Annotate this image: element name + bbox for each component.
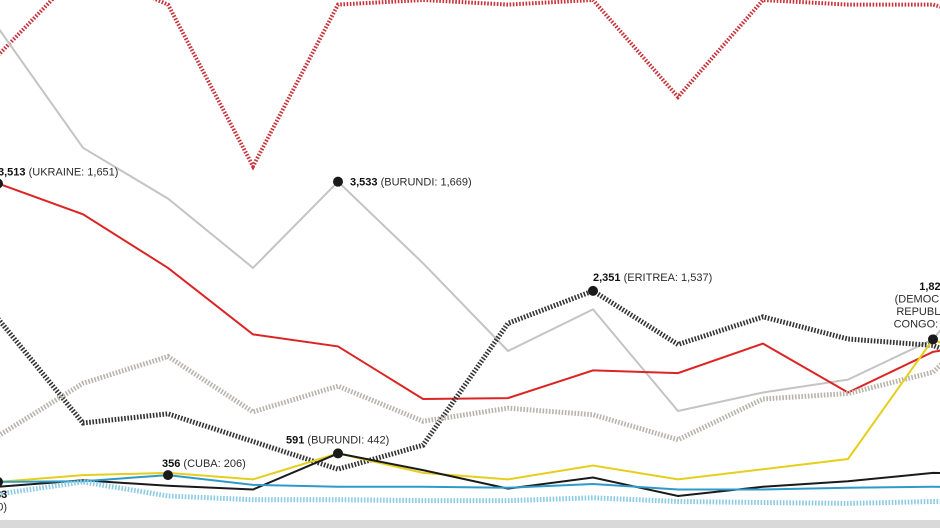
data-point-marker <box>928 334 938 345</box>
series-line-yellow-solid <box>0 338 940 483</box>
baseline-bar <box>0 520 940 528</box>
series-line-red-dash <box>0 0 940 171</box>
label-layer: 3,513 (UKRAINE: 1,651) 3,533 (BURUNDI: 1,… <box>0 167 940 514</box>
data-label: 283(LIBERIA: 280) <box>0 489 7 514</box>
data-label: 591 (BURUNDI: 442) <box>286 434 389 446</box>
series-line-red-solid <box>0 183 940 401</box>
series-line-black-dash <box>0 288 940 472</box>
data-point-marker <box>163 470 173 481</box>
series-line-blue-dash <box>0 479 940 506</box>
data-point-marker <box>0 477 3 487</box>
data-label: 1,826(DEMOCRATICREPUBLIC OFCONGO: 1,583) <box>894 281 940 331</box>
marker-layer <box>0 176 938 487</box>
data-label: 3,533 (BURUNDI: 1,669) <box>350 177 472 189</box>
series-layer <box>0 0 940 506</box>
data-label: 3,513 (UKRAINE: 1,651) <box>0 167 118 179</box>
data-point-marker <box>333 176 343 187</box>
data-label: 2,351 (ERITREA: 1,537) <box>593 272 712 284</box>
data-point-marker <box>0 178 3 189</box>
data-point-marker <box>333 448 343 459</box>
series-line-gray-dash <box>0 353 940 443</box>
data-point-marker <box>588 285 598 296</box>
series-line-gray-solid <box>0 28 940 413</box>
data-label: 356 (CUBA: 206) <box>162 458 246 470</box>
